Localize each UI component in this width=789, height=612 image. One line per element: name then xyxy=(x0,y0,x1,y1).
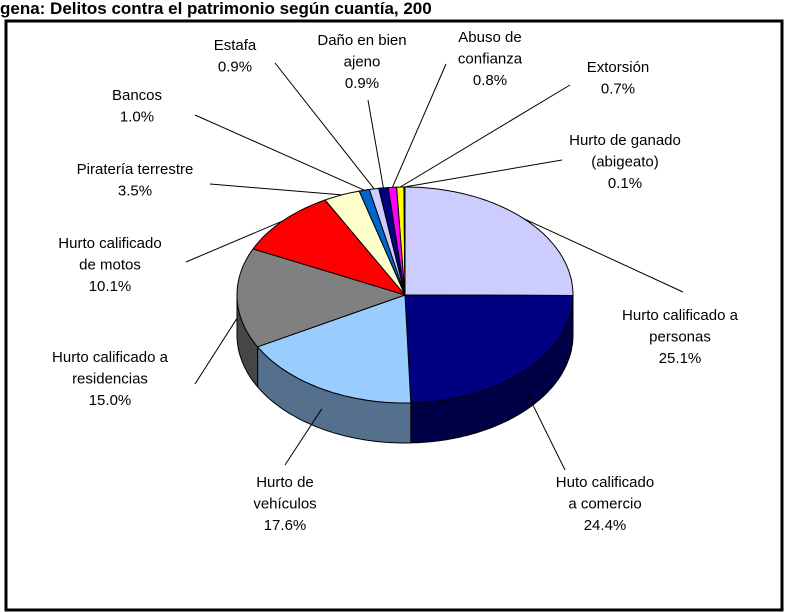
leader-line xyxy=(367,99,384,188)
slice xyxy=(324,190,406,296)
value-label: 0.9% xyxy=(218,59,252,76)
slice-label: Hurto de xyxy=(256,474,314,491)
value-label: 0.1% xyxy=(608,175,642,192)
leader-line xyxy=(194,317,238,385)
leader-line xyxy=(391,63,447,188)
value-label: 24.4% xyxy=(584,517,627,534)
value-label: 0.9% xyxy=(345,75,379,92)
slice-label: ajeno xyxy=(344,54,381,71)
value-label: 0.7% xyxy=(601,81,635,98)
slice xyxy=(404,186,574,297)
slice-label: Daño en bien xyxy=(317,32,406,49)
leader-line xyxy=(185,220,284,263)
slice-label: Piratería terrestre xyxy=(77,161,194,178)
slice-label: Hurto calificado a xyxy=(52,349,169,366)
value-label: 15.0% xyxy=(89,392,132,409)
value-label: 3.5% xyxy=(118,183,152,200)
slice xyxy=(236,248,407,348)
slice-label: Hurto calificado a xyxy=(622,307,739,324)
leader-line xyxy=(523,218,684,293)
slice-label: residencias xyxy=(72,371,148,388)
value-label: 17.6% xyxy=(264,517,307,534)
value-label: 25.1% xyxy=(659,350,702,367)
slice-label: Hurto calificado xyxy=(58,235,161,252)
leader-line xyxy=(525,389,566,471)
leader-line xyxy=(274,62,375,190)
leader-line xyxy=(194,114,365,191)
slice xyxy=(404,294,574,404)
value-label: 0.8% xyxy=(473,72,507,89)
leader-line xyxy=(400,84,571,188)
slice-label: de motos xyxy=(79,257,141,274)
slice-label: Estafa xyxy=(214,37,257,54)
leader-line xyxy=(284,408,323,466)
slice-label: Bancos xyxy=(112,87,162,104)
value-label: 1.0% xyxy=(120,109,154,126)
slice-label: confianza xyxy=(458,51,523,68)
chart-title: gena: Delitos contra el patrimonio según… xyxy=(0,0,432,18)
slice-label: Abuso de xyxy=(458,29,521,46)
slice-label: Huto calificado xyxy=(556,474,654,491)
slice-label: Hurto de ganado xyxy=(569,132,681,149)
slice-label: vehículos xyxy=(253,496,316,513)
slice-label: personas xyxy=(649,329,711,346)
value-label: 10.1% xyxy=(89,278,132,295)
slice-label: Extorsión xyxy=(587,59,650,76)
slice-label: (abigeato) xyxy=(591,154,659,171)
leader-line xyxy=(404,159,563,188)
slice xyxy=(256,294,412,404)
slice-label: a comercio xyxy=(568,496,641,513)
leader-line xyxy=(209,183,342,196)
